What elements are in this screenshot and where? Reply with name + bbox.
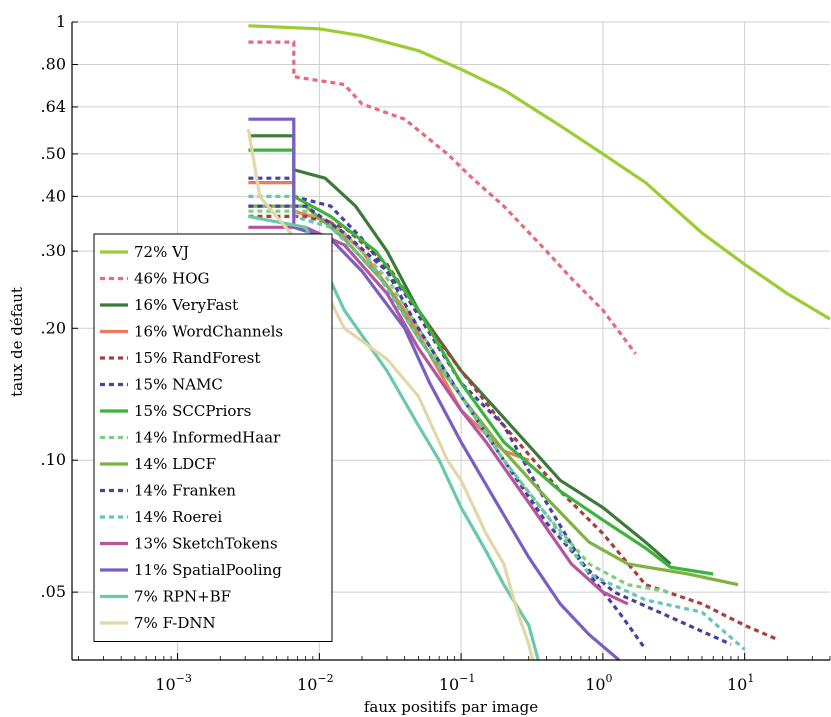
series-line-12 xyxy=(248,117,621,662)
series-line-9 xyxy=(248,204,732,646)
legend-label: 15% SCCPriors xyxy=(134,402,251,420)
series-line-1 xyxy=(248,40,637,355)
legend-label: 15% NAMC xyxy=(134,376,223,394)
y-tick-label: .50 xyxy=(41,144,66,163)
series-line-0 xyxy=(248,24,831,321)
y-axis-label: taux de défaut xyxy=(8,287,26,397)
legend-label: 11% SpatialPooling xyxy=(134,561,282,579)
legend-label: 7% RPN+BF xyxy=(134,588,231,606)
series-layer xyxy=(246,24,831,662)
x-tick-label: 100 xyxy=(585,672,612,694)
legend-label: 15% RandForest xyxy=(134,349,260,367)
y-tick-label: .80 xyxy=(41,54,66,73)
x-tick-label: 10−3 xyxy=(155,672,192,694)
y-tick-label: .40 xyxy=(41,186,66,205)
series-line-8 xyxy=(248,204,739,587)
legend-label: 72% VJ xyxy=(134,243,189,261)
legend-label: 46% HOG xyxy=(134,270,209,288)
y-tick-label: 1 xyxy=(56,12,66,31)
axes xyxy=(71,22,830,661)
legend-label: 16% WordChannels xyxy=(134,323,283,341)
legend-label: 16% VeryFast xyxy=(134,296,238,314)
legend-label: 14% LDCF xyxy=(134,455,216,473)
y-tick-label: .64 xyxy=(41,97,66,116)
y-tick-label: .10 xyxy=(41,450,66,469)
x-tick-label: 101 xyxy=(727,672,754,694)
legend-label: 14% Franken xyxy=(134,482,236,500)
x-tick-label: 10−2 xyxy=(297,672,334,694)
legend-label: 14% Roerei xyxy=(134,508,222,526)
ticks: 10−3 10−2 10−1 100 101 1 .80 .64 .50 .40 .30 .20 .10… xyxy=(41,12,831,694)
legend-label: 14% InformedHaar xyxy=(134,429,281,447)
legend-label: 7% F-DNN xyxy=(134,614,216,632)
legend: 72% VJ 46% HOG 16% VeryFast 16% WordChannel… xyxy=(93,233,333,642)
y-tick-label: .30 xyxy=(41,241,66,260)
x-axis-label: faux positifs par image xyxy=(364,698,538,716)
y-tick-label: .05 xyxy=(41,582,66,601)
x-tick-label: 10−1 xyxy=(439,672,476,694)
legend-label: 13% SketchTokens xyxy=(134,535,278,553)
legend-box xyxy=(93,233,333,642)
y-tick-label: .20 xyxy=(41,318,66,337)
